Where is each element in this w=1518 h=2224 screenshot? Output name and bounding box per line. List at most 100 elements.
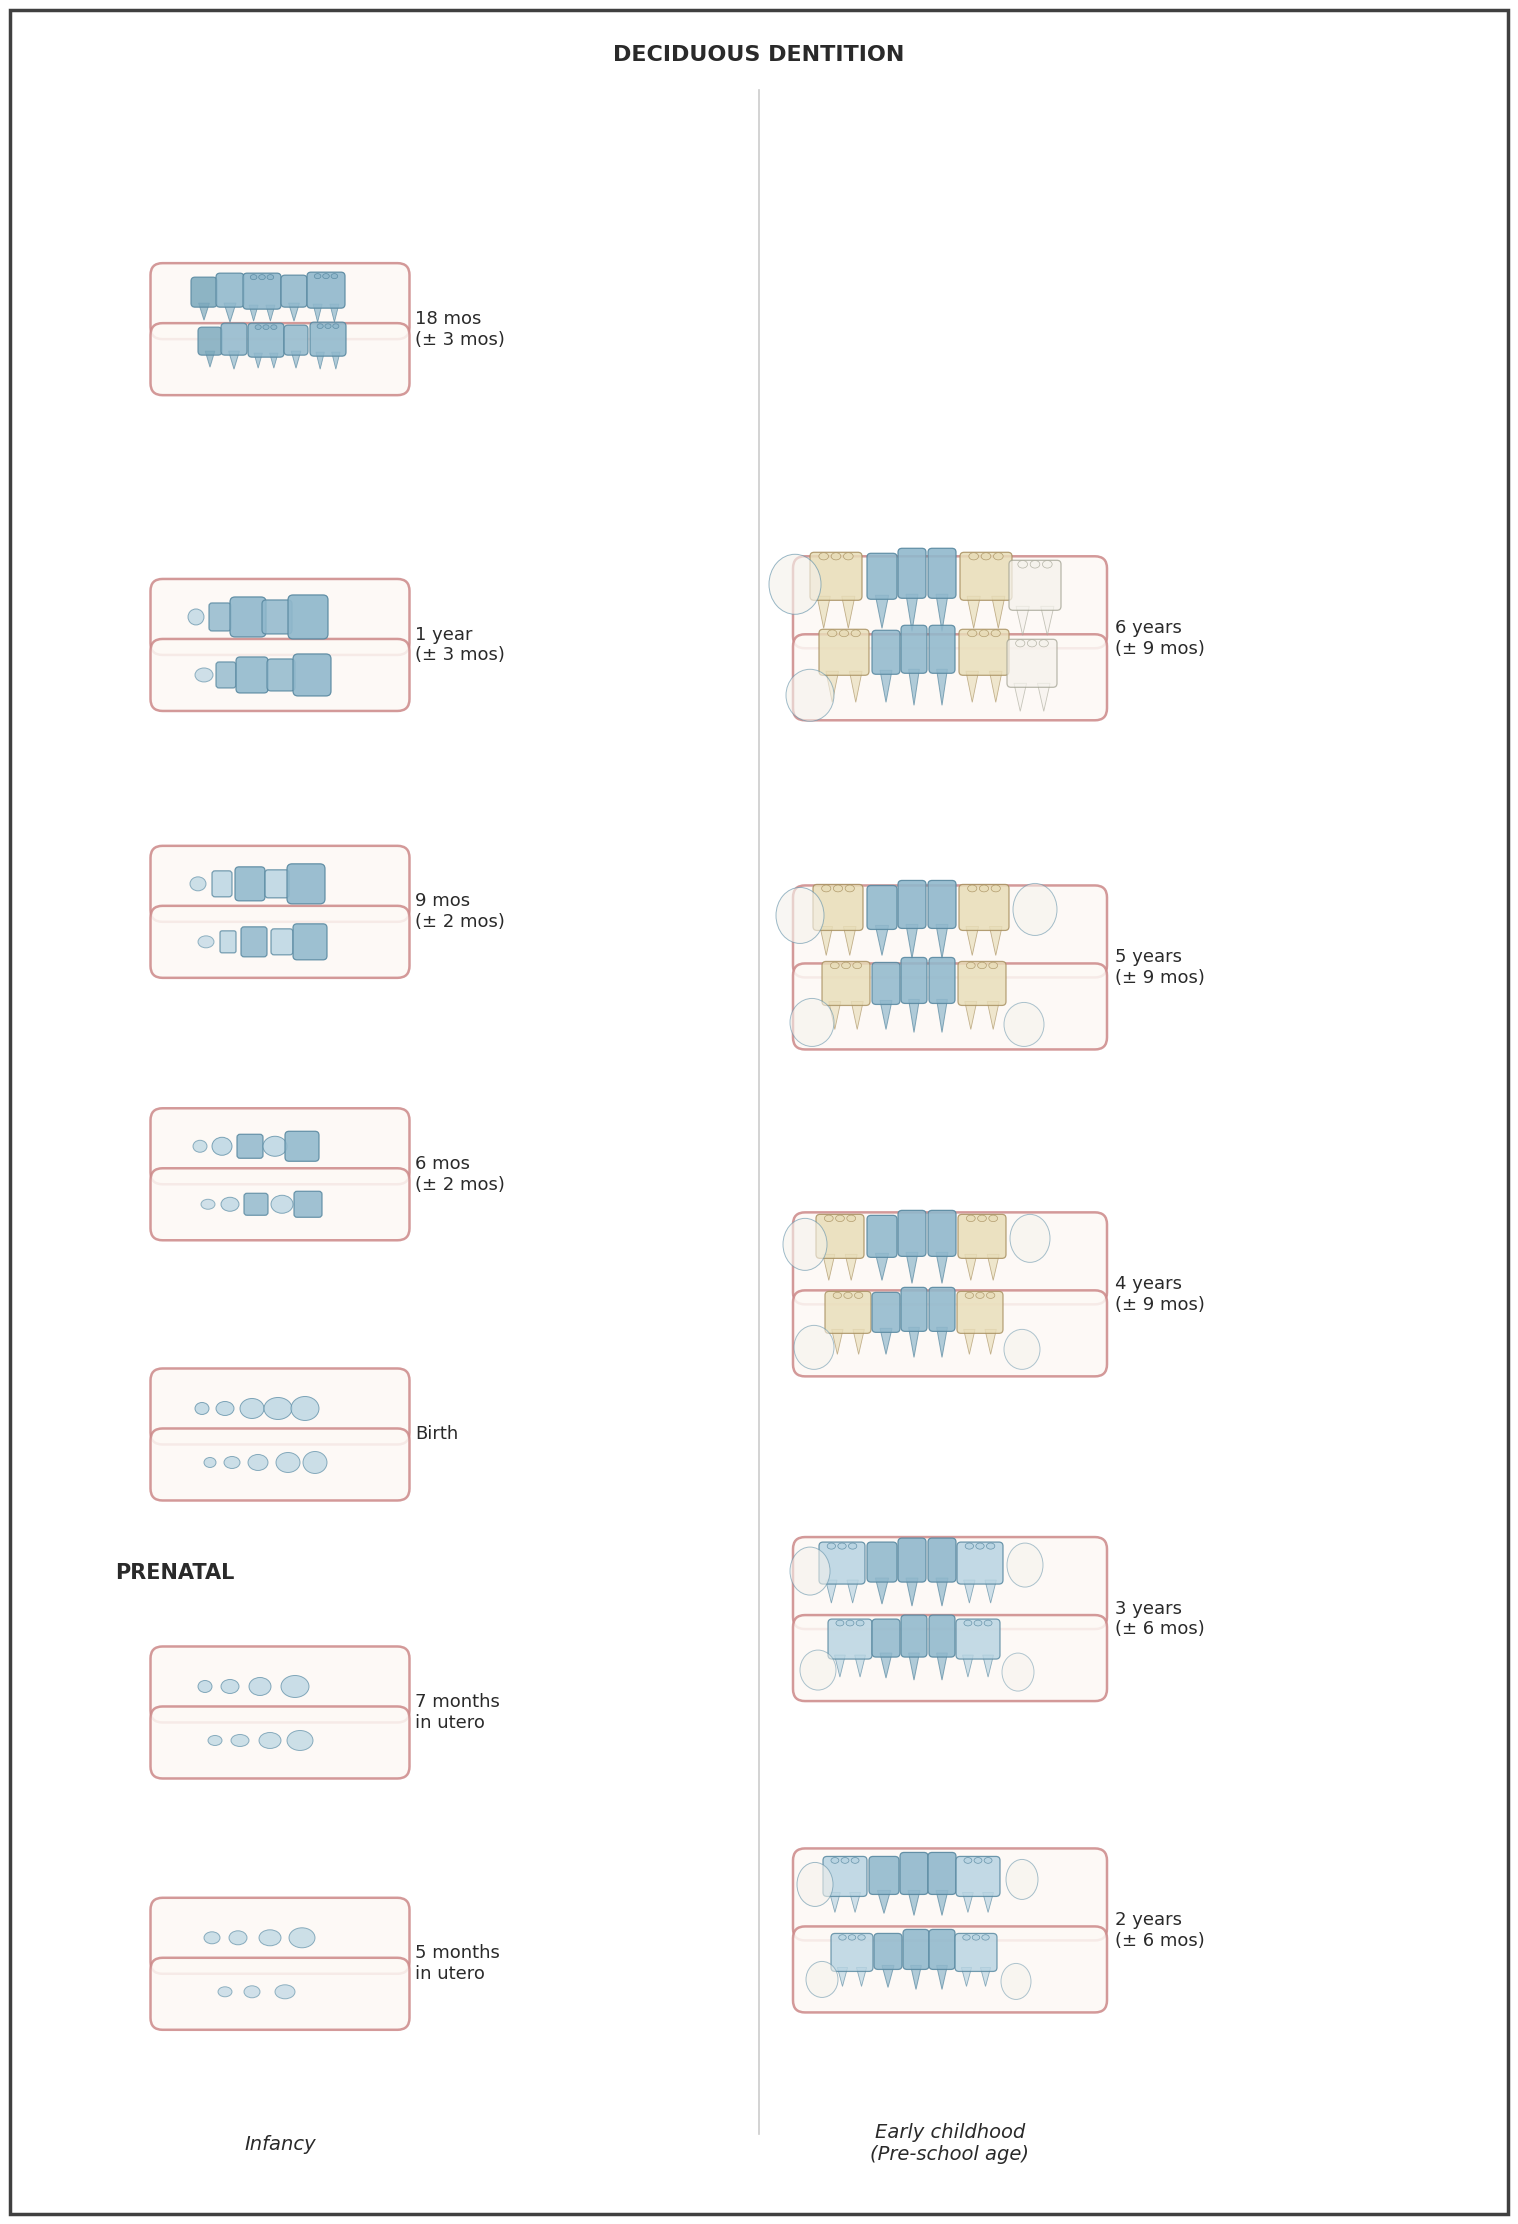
Ellipse shape [987,1543,994,1550]
Ellipse shape [287,1730,313,1750]
Polygon shape [937,999,947,1032]
FancyBboxPatch shape [792,556,1107,647]
Ellipse shape [858,1935,865,1939]
Ellipse shape [968,554,979,560]
Ellipse shape [978,963,987,970]
Ellipse shape [203,1933,220,1944]
Polygon shape [313,305,322,322]
FancyBboxPatch shape [929,1288,955,1332]
Polygon shape [965,1254,976,1281]
Polygon shape [826,672,838,703]
FancyBboxPatch shape [222,322,247,356]
FancyBboxPatch shape [307,271,345,309]
Ellipse shape [188,609,203,625]
FancyBboxPatch shape [150,845,410,921]
Ellipse shape [197,1681,213,1692]
Ellipse shape [331,274,337,278]
Polygon shape [266,305,275,320]
Polygon shape [329,305,339,322]
Polygon shape [985,1330,996,1354]
Text: 6 years
(± 9 mos): 6 years (± 9 mos) [1116,618,1205,658]
Ellipse shape [255,325,261,329]
FancyBboxPatch shape [792,1537,1107,1628]
Ellipse shape [967,629,978,636]
Polygon shape [990,927,1002,956]
FancyBboxPatch shape [293,654,331,696]
Polygon shape [876,596,888,629]
Ellipse shape [855,1292,862,1299]
Ellipse shape [839,1935,846,1939]
Ellipse shape [264,1397,291,1419]
Ellipse shape [222,1679,238,1692]
Ellipse shape [978,1214,987,1221]
Polygon shape [832,1330,842,1354]
FancyBboxPatch shape [814,885,864,930]
FancyBboxPatch shape [927,1210,956,1257]
Polygon shape [846,1254,858,1281]
FancyBboxPatch shape [871,963,900,1005]
FancyBboxPatch shape [235,656,269,694]
Polygon shape [199,302,209,320]
Ellipse shape [250,274,257,280]
Ellipse shape [832,554,841,560]
Ellipse shape [836,1621,844,1626]
Ellipse shape [965,1543,973,1550]
FancyBboxPatch shape [871,1619,900,1657]
Ellipse shape [846,885,855,892]
FancyBboxPatch shape [792,963,1107,1050]
Ellipse shape [979,629,988,636]
Ellipse shape [1031,560,1040,567]
Ellipse shape [323,274,329,278]
Ellipse shape [988,1214,997,1221]
Ellipse shape [229,1930,247,1944]
Ellipse shape [833,885,842,892]
Polygon shape [316,351,325,369]
Ellipse shape [332,325,339,329]
FancyBboxPatch shape [235,867,266,901]
FancyBboxPatch shape [792,1926,1107,2013]
FancyBboxPatch shape [902,1615,927,1657]
Polygon shape [937,1890,949,1915]
Ellipse shape [993,554,1003,560]
Polygon shape [991,596,1005,629]
FancyBboxPatch shape [792,1212,1107,1303]
Polygon shape [982,1893,993,1913]
FancyBboxPatch shape [263,600,291,634]
Polygon shape [229,351,240,369]
FancyBboxPatch shape [237,1134,263,1159]
Ellipse shape [276,1452,301,1472]
Polygon shape [826,1579,836,1604]
Ellipse shape [1040,641,1049,647]
Polygon shape [853,1330,864,1354]
FancyBboxPatch shape [959,552,1013,600]
Polygon shape [880,1328,893,1354]
Ellipse shape [979,885,988,892]
Text: PRENATAL: PRENATAL [115,1563,235,1583]
Polygon shape [906,1252,918,1283]
Polygon shape [876,1579,888,1604]
Ellipse shape [1000,1964,1031,1999]
FancyBboxPatch shape [956,1292,1003,1334]
Polygon shape [906,925,918,959]
FancyBboxPatch shape [150,1108,410,1183]
FancyBboxPatch shape [830,1933,873,1970]
Ellipse shape [789,1548,830,1595]
FancyBboxPatch shape [899,1539,926,1581]
Ellipse shape [288,1928,316,1948]
FancyBboxPatch shape [956,1857,1000,1897]
FancyBboxPatch shape [929,959,955,1003]
FancyBboxPatch shape [284,325,308,356]
Text: 1 year
(± 3 mos): 1 year (± 3 mos) [414,625,505,665]
Ellipse shape [1009,1214,1050,1263]
Text: 3 years
(± 6 mos): 3 years (± 6 mos) [1116,1599,1205,1639]
Polygon shape [937,925,949,959]
Ellipse shape [987,1292,994,1299]
Ellipse shape [849,1935,856,1939]
Ellipse shape [982,1935,990,1939]
Polygon shape [829,1893,841,1913]
FancyBboxPatch shape [244,1194,269,1214]
Ellipse shape [975,1621,982,1626]
Polygon shape [985,1579,996,1604]
Polygon shape [844,927,856,956]
Polygon shape [882,1966,894,1988]
